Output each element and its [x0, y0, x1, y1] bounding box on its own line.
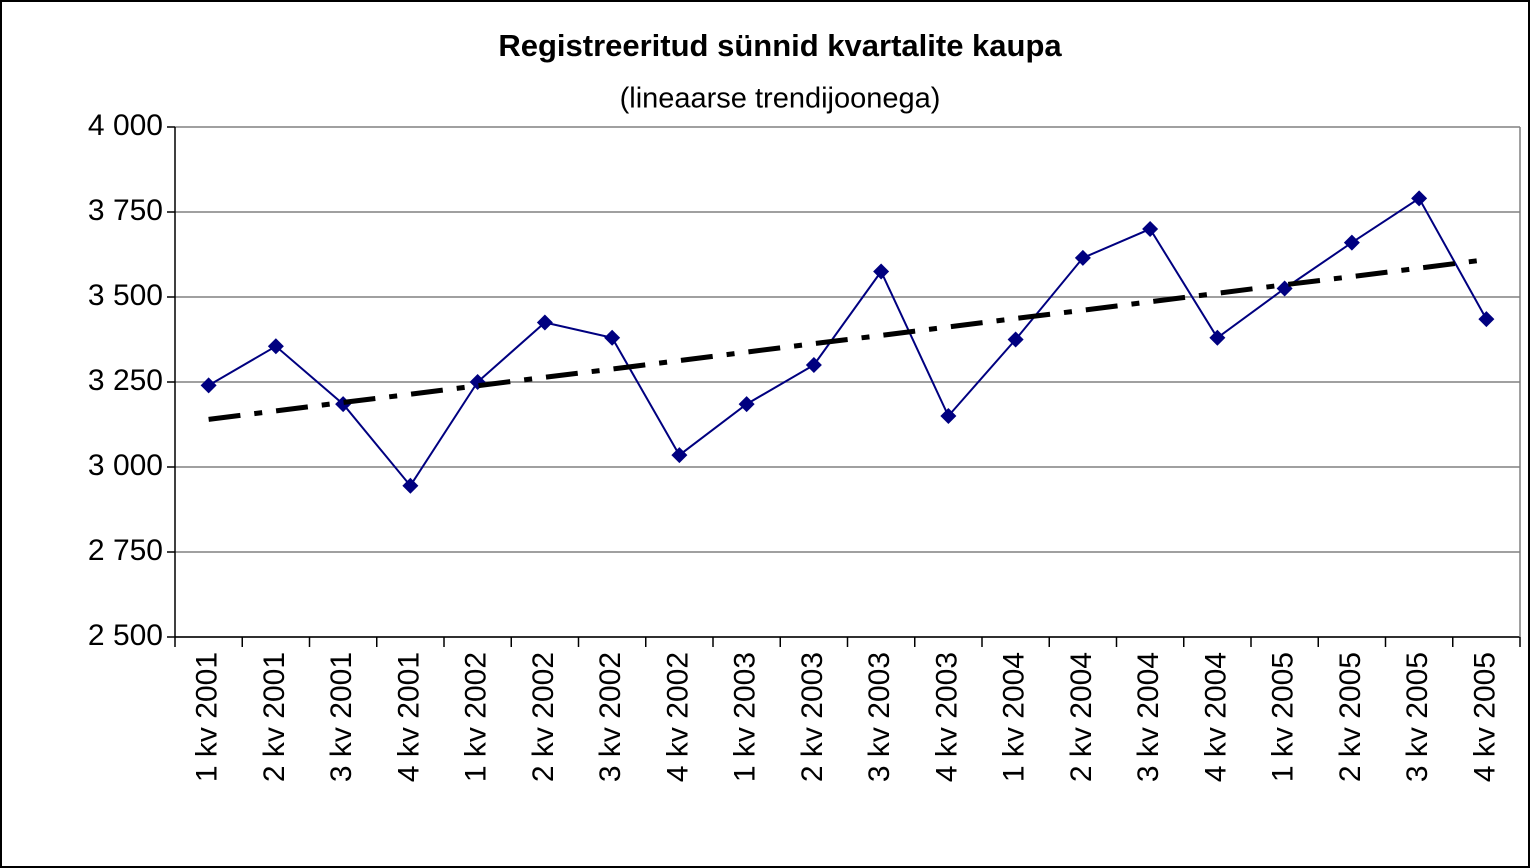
marker — [805, 357, 822, 373]
series-line — [208, 196, 1488, 488]
x-tick-label: 2 kv 2002 — [527, 652, 560, 782]
marker — [1343, 234, 1360, 251]
marker — [1209, 329, 1226, 346]
x-tick-label: 4 kv 2002 — [661, 652, 694, 782]
y-tick-label: 3 000 — [88, 449, 163, 482]
x-tick-label: 1 kv 2002 — [460, 652, 493, 782]
x-tick-label: 3 kv 2002 — [594, 652, 627, 782]
x-tick-label: 2 kv 2004 — [1065, 652, 1098, 782]
x-tick-label: 1 kv 2004 — [998, 652, 1031, 782]
marker — [738, 396, 755, 413]
x-tick-label: 3 kv 2004 — [1132, 652, 1165, 782]
y-tick-label: 3 750 — [88, 194, 163, 227]
marker — [1007, 331, 1024, 348]
x-tick-label: 2 kv 2003 — [796, 652, 829, 782]
marker — [1411, 190, 1428, 207]
marker — [1074, 249, 1091, 266]
y-tick-label: 3 250 — [88, 364, 163, 397]
trend-line — [208, 257, 1487, 422]
marker — [873, 263, 890, 280]
x-tick-label: 3 kv 2001 — [325, 652, 358, 782]
x-tick-label: 4 kv 2003 — [930, 652, 963, 782]
chart-title: Registreeritud sünnid kvartalite kaupa — [498, 28, 1062, 63]
marker — [402, 477, 419, 494]
marker — [1142, 221, 1159, 237]
marker — [536, 314, 553, 331]
marker — [200, 377, 217, 394]
x-tick-label: 1 kv 2005 — [1267, 652, 1300, 782]
y-tick-label: 2 500 — [88, 619, 163, 652]
x-tick-label: 4 kv 2005 — [1468, 652, 1501, 782]
marker — [267, 338, 284, 355]
x-tick-label: 4 kv 2004 — [1199, 652, 1232, 782]
marker — [940, 408, 957, 424]
y-tick-label: 3 500 — [88, 279, 163, 312]
chart-subtitle: (lineaarse trendijoonega) — [620, 83, 941, 115]
x-tick-label: 2 kv 2005 — [1334, 652, 1367, 782]
marker — [604, 329, 621, 346]
y-tick-label: 2 750 — [88, 534, 163, 567]
x-tick-label: 2 kv 2001 — [258, 652, 291, 782]
x-tick-label: 3 kv 2005 — [1401, 652, 1434, 782]
x-tick-label: 3 kv 2003 — [863, 652, 896, 782]
marker — [1478, 311, 1495, 328]
x-tick-label: 1 kv 2001 — [191, 652, 224, 782]
x-tick-label: 1 kv 2003 — [729, 652, 762, 782]
marker — [671, 447, 688, 464]
y-tick-label: 4 000 — [88, 109, 163, 142]
x-tick-label: 4 kv 2001 — [392, 652, 425, 782]
